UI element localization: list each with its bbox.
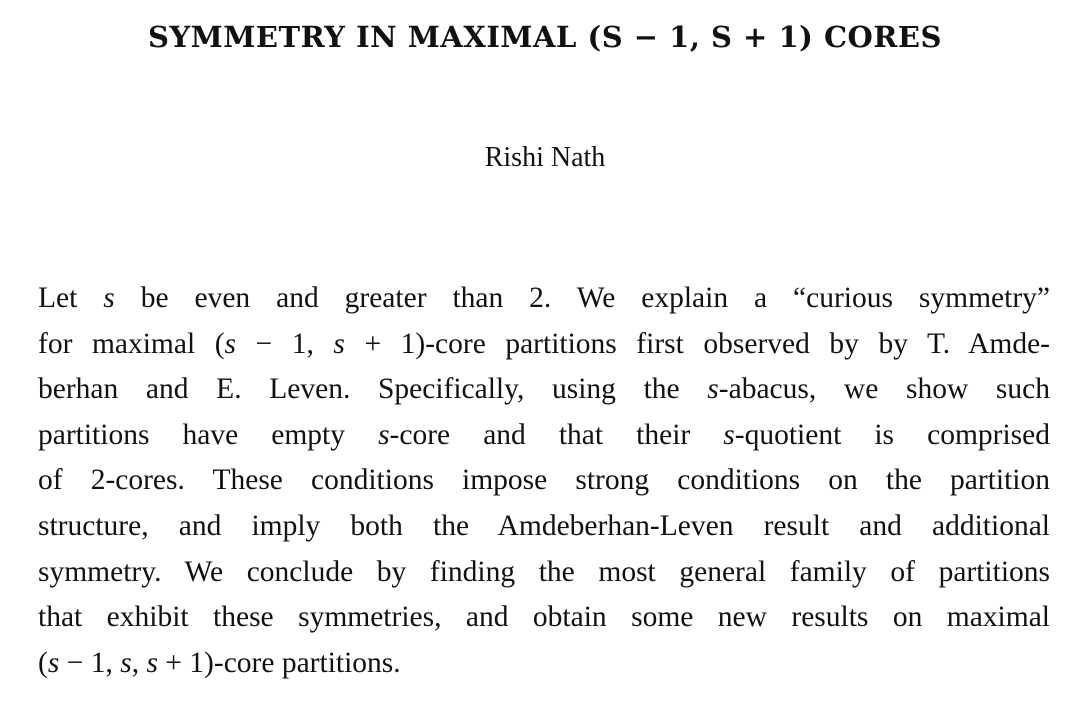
math-variable: s <box>224 327 237 360</box>
text-segment: for maximal ( <box>38 327 225 360</box>
text-segment: -core and that their <box>389 418 724 451</box>
text-segment: − 1, <box>59 646 121 679</box>
abstract-line: Let s be even and greater than 2. We exp… <box>38 276 1050 322</box>
abstract-line: partitions have empty s-core and that th… <box>38 413 1050 459</box>
math-variable: s <box>378 418 390 451</box>
math-variable: s <box>146 646 158 679</box>
abstract-line: structure, and imply both the Amdeberhan… <box>38 504 1050 550</box>
math-variable: s <box>707 373 719 406</box>
abstract: Let s be even and greater than 2. We exp… <box>38 276 1050 686</box>
paper-title: SYMMETRY IN MAXIMAL (S − 1, S + 1) CORES <box>148 20 942 54</box>
text-segment: + 1)-core partitions first observed by b… <box>344 327 1050 360</box>
text-segment: symmetry. We conclude by finding the mos… <box>38 555 1050 588</box>
author-name: Rishi Nath <box>484 142 606 173</box>
abstract-line: that exhibit these symmetries, and obtai… <box>38 595 1050 641</box>
abstract-line: berhan and E. Leven. Specifically, using… <box>38 367 1050 413</box>
abstract-line: symmetry. We conclude by finding the mos… <box>38 550 1050 596</box>
text-segment: structure, and imply both the Amdeberhan… <box>38 509 1050 542</box>
math-variable: s <box>103 282 115 314</box>
text-segment: berhan and E. Leven. Specifically, using… <box>38 373 708 406</box>
text-segment: that exhibit these symmetries, and obtai… <box>38 601 1050 634</box>
text-segment: ( <box>38 646 48 679</box>
abstract-line: of 2-cores. These conditions impose stro… <box>38 458 1050 504</box>
math-variable: s <box>723 418 735 451</box>
abstract-line: for maximal (s − 1, s + 1)-core partitio… <box>38 322 1050 368</box>
text-segment: Let <box>38 282 104 314</box>
text-segment: partitions have empty <box>38 418 379 451</box>
math-variable: s <box>47 646 60 679</box>
text-segment: + 1)-core partitions. <box>157 646 401 679</box>
abstract-line: (s − 1, s, s + 1)-core partitions. <box>38 641 1050 687</box>
math-variable: s <box>333 327 345 360</box>
math-variable: s <box>120 646 132 679</box>
text-segment: of 2-cores. These conditions impose stro… <box>38 464 1050 497</box>
text-segment: be even and greater than 2. We explain a… <box>114 282 1050 314</box>
text-segment: -quotient is comprised <box>734 418 1050 451</box>
text-segment: , <box>131 646 147 679</box>
text-segment: − 1, <box>236 327 334 360</box>
text-segment: -abacus, we show such <box>718 373 1050 406</box>
